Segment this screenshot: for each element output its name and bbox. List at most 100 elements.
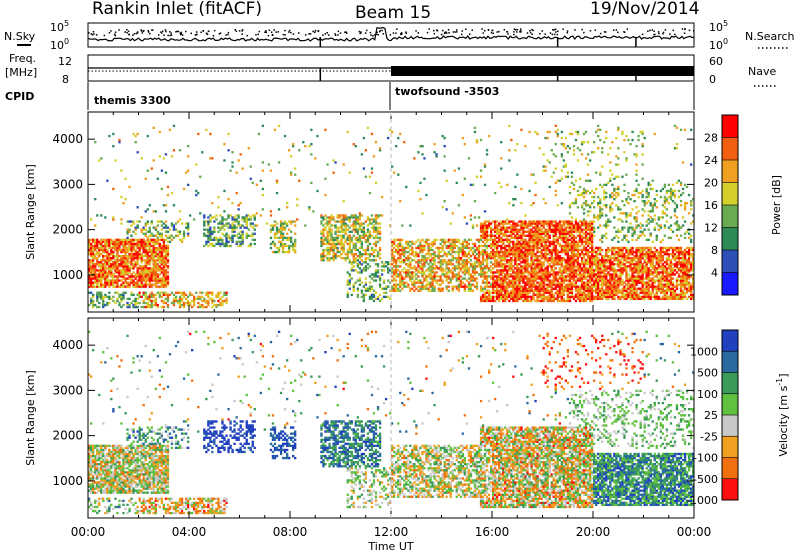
heatmap-cell <box>502 267 505 270</box>
heatmap-cell <box>419 271 422 274</box>
heatmap-cell <box>522 287 525 290</box>
heatmap-cell <box>387 279 390 282</box>
heatmap-cell <box>540 263 543 266</box>
heatmap-cell <box>409 244 412 248</box>
heatmap-cell <box>512 259 515 262</box>
heatmap-cell <box>530 240 533 244</box>
heatmap-cell <box>457 287 461 290</box>
heatmap-cell <box>233 220 236 223</box>
heatmap-cell <box>102 275 105 278</box>
heatmap-cell <box>522 271 525 274</box>
heatmap-cell <box>146 283 149 286</box>
heatmap-cell <box>393 265 396 268</box>
heatmap-cell <box>134 277 137 280</box>
heatmap-cell <box>172 124 176 128</box>
heatmap-cell <box>431 283 434 286</box>
heatmap-cell <box>520 293 523 297</box>
heatmap-cell <box>576 250 580 254</box>
heatmap-cell <box>526 267 529 270</box>
heatmap-cell <box>134 141 137 144</box>
heatmap-cell <box>524 242 527 246</box>
nsearch-dot <box>654 33 656 36</box>
heatmap-cell <box>350 269 353 272</box>
heatmap-cell <box>136 271 139 274</box>
heatmap-cell <box>510 261 513 264</box>
heatmap-cell <box>98 248 101 252</box>
heatmap-cell <box>100 263 103 266</box>
heatmap-cell <box>229 224 232 227</box>
heatmap-cell <box>455 244 458 248</box>
heatmap-cell <box>334 253 337 256</box>
nsearch-dot <box>662 33 664 35</box>
heatmap-cell <box>348 171 351 174</box>
heatmap-cell <box>251 226 254 229</box>
heatmap-cell <box>558 220 562 223</box>
heatmap-cell <box>116 271 119 274</box>
heatmap-cell <box>370 287 374 290</box>
heatmap-cell <box>114 259 117 262</box>
heatmap-cell <box>154 250 158 254</box>
nsearch-dot <box>445 32 448 34</box>
heatmap-cell <box>485 253 489 256</box>
heatmap-cell <box>399 257 402 260</box>
heatmap-cell <box>574 200 578 203</box>
heatmap-cell <box>520 269 523 272</box>
heatmap-cell <box>502 297 505 301</box>
heatmap-cell <box>132 305 135 309</box>
heatmap-cell <box>90 255 93 258</box>
heatmap-cell <box>209 220 212 223</box>
heatmap-cell <box>506 183 509 187</box>
heatmap-cell <box>122 277 125 280</box>
heatmap-cell <box>172 299 176 303</box>
heatmap-cell <box>281 234 285 237</box>
heatmap-cell <box>134 242 137 246</box>
heatmap-cell <box>469 265 473 268</box>
heatmap-cell <box>158 244 162 248</box>
heatmap-cell <box>189 291 192 294</box>
heatmap-cell <box>530 232 533 235</box>
heatmap-cell <box>520 273 523 276</box>
heatmap-cell <box>506 234 509 237</box>
heatmap-cell <box>166 271 170 274</box>
heatmap-cell <box>94 271 97 274</box>
nsearch-dot <box>337 34 339 36</box>
heatmap-cell <box>405 281 408 284</box>
heatmap-cell <box>112 267 115 270</box>
heatmap-cell <box>475 141 479 144</box>
heatmap-cell <box>500 185 503 189</box>
heatmap-cell <box>502 250 505 254</box>
heatmap-cell <box>516 289 519 292</box>
heatmap-cell <box>195 189 198 193</box>
heatmap-cell <box>536 132 539 136</box>
heatmap-cell <box>479 236 483 240</box>
nsearch-dot <box>375 33 378 35</box>
heatmap-cell <box>572 271 576 274</box>
heatmap-cell <box>376 275 380 278</box>
heatmap-cell <box>136 240 139 244</box>
heatmap-cell <box>496 242 499 246</box>
heatmap-cell <box>352 265 355 268</box>
heatmap-cell <box>485 265 489 268</box>
heatmap-cell <box>544 277 547 280</box>
heatmap-cell <box>502 277 505 280</box>
heatmap-cell <box>564 232 568 235</box>
heatmap-cell <box>421 212 424 215</box>
heatmap-cell <box>197 295 200 299</box>
nsearch-dot <box>461 33 463 36</box>
heatmap-cell <box>516 248 519 252</box>
heatmap-cell <box>554 143 557 146</box>
heatmap-cell <box>116 283 119 286</box>
heatmap-cell <box>483 295 487 299</box>
heatmap-cell <box>558 230 562 233</box>
heatmap-cell <box>411 242 414 246</box>
nsearch-dot <box>258 30 261 33</box>
heatmap-cell <box>411 277 414 280</box>
heatmap-cell <box>433 263 436 266</box>
heatmap-cell <box>455 259 458 262</box>
heatmap-cell <box>564 248 568 252</box>
heatmap-cell <box>562 275 566 278</box>
heatmap-cell <box>496 240 499 244</box>
heatmap-cell <box>358 240 362 244</box>
nsearch-dot <box>461 30 463 32</box>
heatmap-cell <box>376 250 380 254</box>
